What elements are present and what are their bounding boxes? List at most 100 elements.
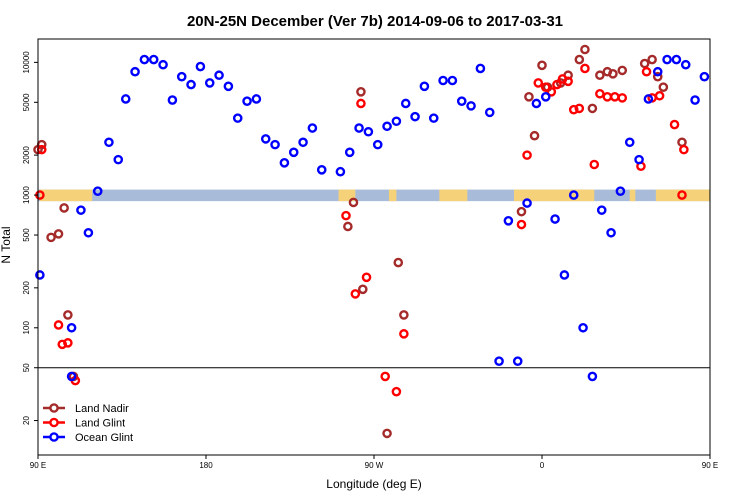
legend-label: Ocean Glint <box>75 432 133 444</box>
data-point <box>223 81 234 92</box>
data-point <box>63 338 73 348</box>
data-point <box>260 134 271 144</box>
y-tick-label: 2000 <box>22 146 31 164</box>
data-point <box>568 190 579 200</box>
data-point <box>399 310 409 320</box>
data-point <box>307 123 318 133</box>
legend-label: Land Nadir <box>75 403 129 415</box>
data-point <box>66 371 77 382</box>
legend: Land Nadir Land Glint Ocean Glint <box>43 403 133 444</box>
data-point <box>380 371 391 382</box>
data-point <box>596 205 607 215</box>
y-tick-label: 500 <box>22 228 31 242</box>
data-point <box>148 54 159 65</box>
data-point <box>356 87 366 97</box>
data-point <box>690 95 700 105</box>
data-point <box>393 257 404 268</box>
data-point <box>624 137 635 148</box>
y-tick-label: 200 <box>22 281 31 295</box>
data-point <box>158 59 168 70</box>
data-point <box>494 356 504 367</box>
data-point <box>113 154 124 165</box>
data-point <box>602 92 613 102</box>
data-point <box>456 96 467 106</box>
data-point <box>279 158 290 168</box>
data-point <box>204 78 215 88</box>
data-point <box>574 103 585 114</box>
data-point <box>57 339 68 350</box>
data-point <box>587 371 598 382</box>
data-point <box>139 54 150 65</box>
data-point <box>167 95 178 105</box>
data-point <box>643 94 654 104</box>
data-point <box>410 111 420 122</box>
data-point <box>66 322 77 333</box>
data-point <box>63 310 73 320</box>
data-point <box>92 186 103 196</box>
data-point <box>354 123 364 133</box>
data-point <box>641 66 652 77</box>
data-point <box>288 147 299 158</box>
data-point <box>361 272 372 283</box>
data-point <box>298 137 308 148</box>
data-point <box>195 61 206 72</box>
data-point <box>662 54 672 65</box>
data-point <box>568 104 579 115</box>
data-point <box>344 147 355 158</box>
land-segment <box>388 189 397 202</box>
legend-swatch-marker <box>49 403 59 413</box>
data-point <box>232 113 243 123</box>
data-point <box>335 166 346 177</box>
data-point <box>400 98 411 109</box>
land-segment <box>39 189 93 202</box>
data-point <box>595 88 605 99</box>
data-point <box>615 186 626 196</box>
data-point <box>466 101 476 111</box>
legend-entry: Land Nadir <box>43 403 129 415</box>
x-axis-title: Longitude (deg E) <box>326 477 421 491</box>
data-point <box>559 270 570 280</box>
data-point <box>680 59 691 70</box>
data-point <box>357 284 368 295</box>
land-ocean-band <box>38 189 710 202</box>
series-ocean-glint <box>35 54 710 382</box>
data-point <box>356 98 366 109</box>
data-point <box>176 71 187 82</box>
data-point <box>617 65 628 76</box>
data-point <box>484 107 495 118</box>
data-point <box>652 71 663 82</box>
data-point <box>382 428 392 439</box>
data-point <box>475 63 486 74</box>
data-point <box>363 126 374 137</box>
data-point <box>524 92 534 102</box>
data-point <box>516 219 527 230</box>
data-point <box>580 63 590 74</box>
data-point <box>104 137 114 148</box>
data-point <box>343 221 353 232</box>
data-point <box>540 82 551 92</box>
land-segment <box>514 189 595 202</box>
data-point <box>391 116 402 127</box>
data-point <box>563 76 573 87</box>
x-tick-label: 90 W <box>365 461 384 470</box>
data-point <box>316 165 327 175</box>
data-point <box>419 81 430 92</box>
legend-entry: Ocean Glint <box>43 432 133 444</box>
data-point <box>533 78 544 88</box>
data-point <box>531 98 542 109</box>
y-tick-label: 100 <box>22 321 31 335</box>
y-axis-title: N Total <box>0 226 13 263</box>
data-point <box>574 54 585 65</box>
data-point <box>699 71 710 82</box>
data-point <box>382 121 392 132</box>
legend-swatch-marker <box>49 417 59 428</box>
data-point <box>580 44 590 55</box>
y-axis: 20 50 100 200 500 1000 2000 5000 10000 <box>22 51 38 425</box>
data-point <box>186 79 196 90</box>
x-tick-label: 90 E <box>30 461 46 470</box>
data-point <box>242 96 252 106</box>
data-point <box>372 139 383 150</box>
y-tick-label: 5000 <box>22 93 31 111</box>
data-point <box>341 210 351 221</box>
